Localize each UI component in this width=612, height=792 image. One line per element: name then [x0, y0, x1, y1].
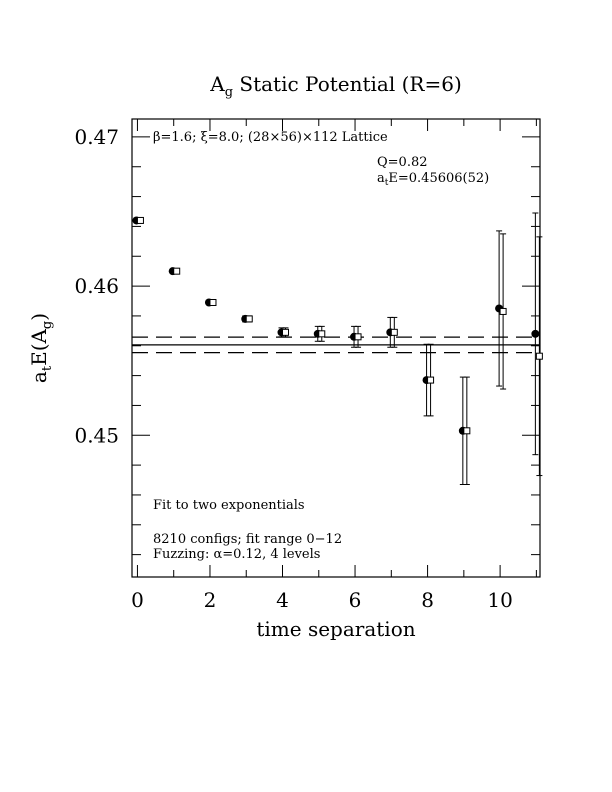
x-tick-labels: 0 2 4 6 8 10: [131, 588, 513, 612]
x-tick-label: 6: [349, 588, 362, 612]
lattice-annotation: β=1.6; ξ=8.0; (28×56)×112 Lattice: [153, 130, 388, 145]
chart-title: Ag Static Potential (R=6): [209, 72, 462, 100]
y-tick-label: 0.45: [74, 423, 119, 447]
fuzzing-annotation: Fuzzing: α=0.12, 4 levels: [153, 547, 320, 562]
data-point-square: [390, 328, 398, 336]
data-point-square: [282, 328, 290, 336]
x-tick-label: 10: [487, 588, 512, 612]
y-tick-label: 0.47: [74, 125, 119, 149]
y-tick-labels: 0.45 0.46 0.47: [74, 125, 119, 447]
fit-type-annotation: Fit to two exponentials: [153, 498, 305, 513]
data-point-square: [318, 330, 326, 338]
plot-frame: [131, 118, 541, 578]
data-point-square: [136, 216, 144, 224]
data-point-square: [354, 333, 362, 341]
q-annotation: Q=0.82: [377, 155, 428, 170]
data-point-square: [245, 315, 253, 323]
data-point-circle: [531, 329, 540, 338]
x-tick-label: 8: [421, 588, 434, 612]
data-point-square: [535, 352, 543, 360]
x-tick-label: 0: [131, 588, 144, 612]
data-markers: [132, 216, 543, 435]
configs-annotation: 8210 configs; fit range 0−12: [153, 532, 342, 547]
data-point-square: [463, 427, 471, 435]
y-axis-label: atE(Ag): [27, 313, 55, 383]
x-axis-label: time separation: [256, 617, 415, 641]
energy-annotation: atE=0.45606(52): [377, 171, 489, 188]
data-point-square: [499, 307, 507, 315]
data-point-square: [209, 298, 217, 306]
data-point-square: [427, 376, 435, 384]
x-tick-label: 2: [204, 588, 217, 612]
data-point-square: [173, 267, 181, 275]
error-bars: [133, 212, 543, 486]
x-tick-label: 4: [276, 588, 289, 612]
fit-lines: [132, 336, 540, 354]
y-tick-label: 0.46: [74, 274, 119, 298]
